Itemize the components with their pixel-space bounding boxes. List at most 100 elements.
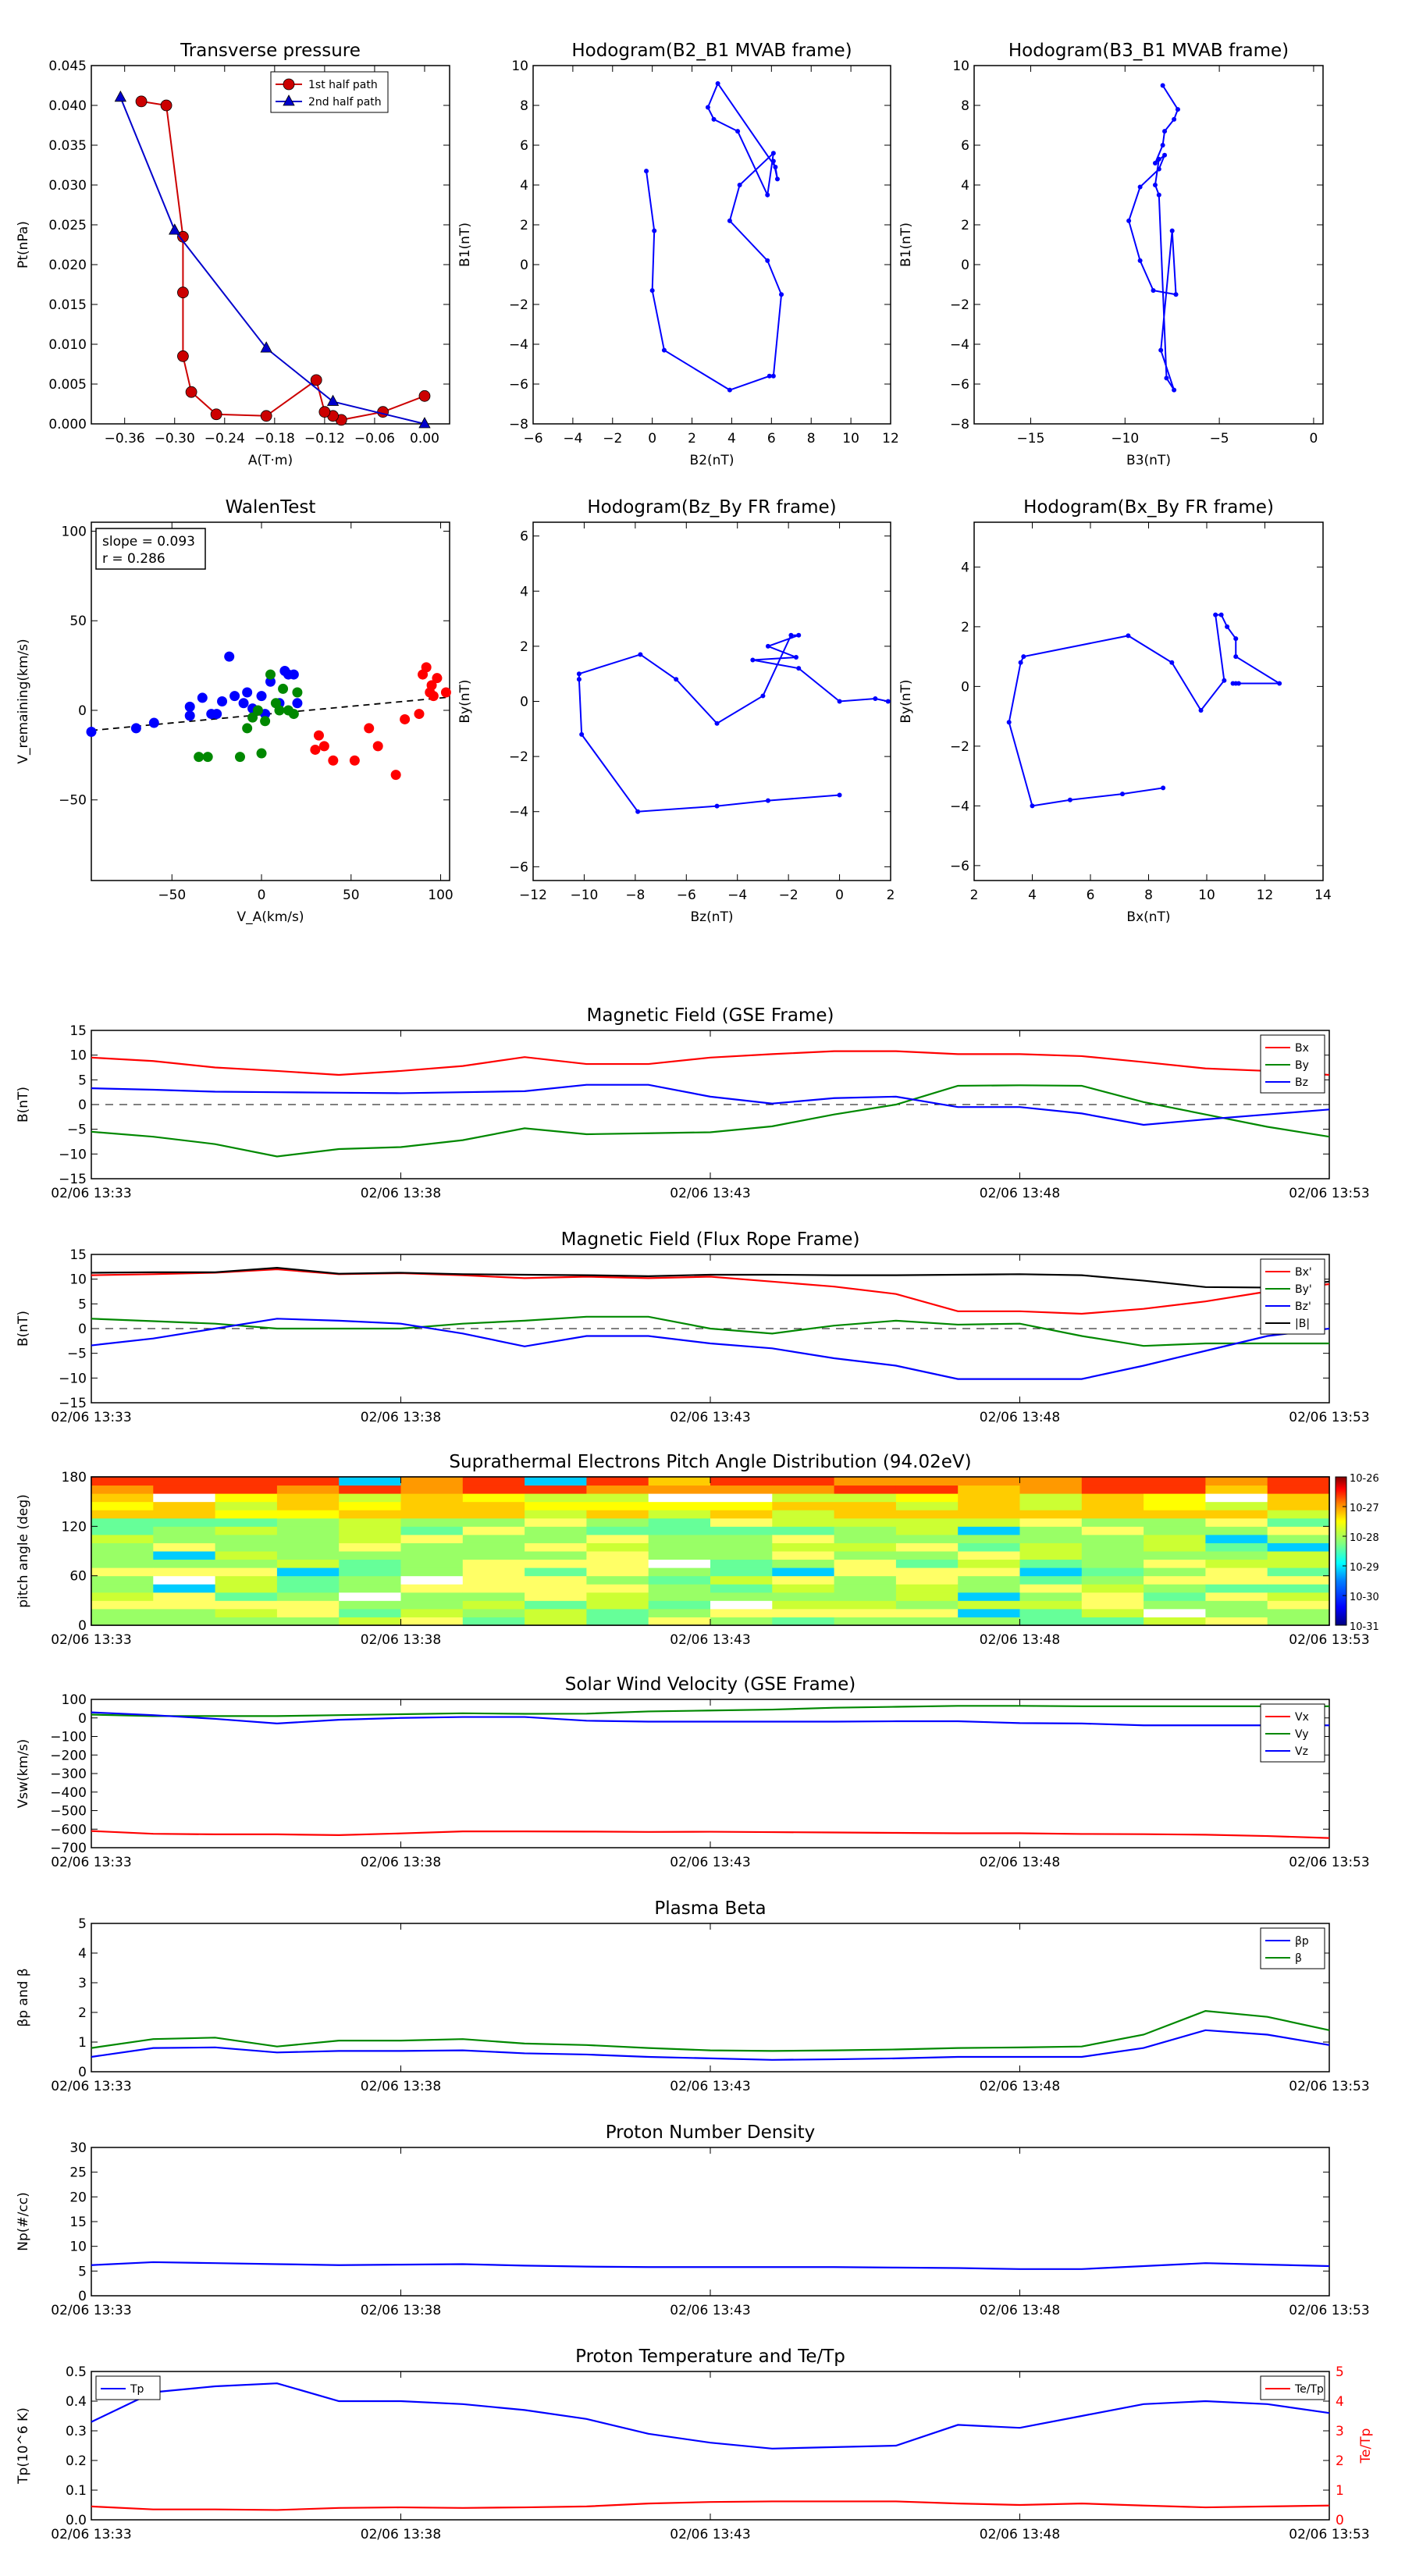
walen-point-blue — [238, 698, 249, 709]
h3-frame — [532, 521, 891, 881]
h1-point — [644, 169, 649, 174]
h2-xtick-label: −10 — [1111, 431, 1139, 447]
walen-point-red — [421, 662, 432, 673]
h4-title: Hodogram(Bx_By FR frame) — [1023, 497, 1274, 518]
pad-cell — [772, 1584, 835, 1593]
pad-cell — [958, 1534, 1020, 1543]
beta-ytick-label: 5 — [78, 1916, 87, 1932]
h3-xtick-label: −12 — [519, 888, 547, 903]
tp-ytick-label: 0.045 — [48, 59, 87, 74]
h1-ytick-label: 0 — [520, 258, 528, 273]
pad-cell — [958, 1559, 1020, 1568]
pad-cell — [1081, 1534, 1144, 1543]
tp-point — [260, 410, 272, 422]
pad-cell — [1019, 1567, 1083, 1577]
vsw-legend-label: Vz — [1295, 1745, 1308, 1758]
pad-cell — [958, 1477, 1020, 1486]
pad-cell — [1267, 1501, 1330, 1510]
walen-annotation-box — [95, 528, 206, 570]
walen-point-blue — [197, 692, 208, 703]
pad-cell — [586, 1526, 649, 1535]
vsw-ytick-label: −300 — [50, 1767, 87, 1782]
mfgse-ytick-label: −5 — [67, 1123, 87, 1138]
walen-point-blue — [184, 701, 195, 712]
walen-point-green — [292, 687, 303, 698]
temp-xtick-label: 02/06 13:43 — [670, 2527, 750, 2542]
h2-xtick-label: 0 — [1310, 431, 1318, 447]
pad-cell — [462, 1584, 525, 1593]
h3-point — [885, 699, 891, 704]
pad-cell — [462, 1501, 525, 1510]
h2-ytick-label: 4 — [961, 178, 969, 194]
h2-point — [1173, 292, 1179, 297]
pad-colorbar-label: 10-31 — [1350, 1621, 1379, 1633]
pad-cell — [1019, 1526, 1083, 1535]
mfgse-xtick-label: 02/06 13:53 — [1289, 1186, 1369, 1201]
mffr-ytick-label: 5 — [78, 1297, 87, 1312]
pad-cell — [1267, 1584, 1330, 1593]
mffr-title: Magnetic Field (Flux Rope Frame) — [561, 1229, 860, 1250]
walen-point-green — [265, 669, 276, 680]
np-xtick-label: 02/06 13:43 — [670, 2303, 750, 2318]
mfgse-legend-label: By — [1295, 1059, 1309, 1072]
pad-cell — [895, 1534, 959, 1543]
pad-cell — [648, 1501, 711, 1510]
temp-ylabel: Tp(10^6 K) — [16, 2407, 31, 2485]
pad-cell — [276, 1567, 340, 1577]
h2-point — [1126, 218, 1132, 223]
pad-cell — [400, 1517, 464, 1527]
pad-cell — [1267, 1517, 1330, 1527]
pad-cell — [215, 1617, 278, 1626]
pad-cell — [339, 1584, 401, 1593]
h3-xtick-label: −4 — [727, 888, 747, 903]
pad-cell — [525, 1551, 587, 1560]
mfgse-ytick-label: 0 — [78, 1098, 87, 1113]
pad-cell — [339, 1510, 401, 1519]
h3-point — [674, 677, 679, 682]
pad-cell — [215, 1542, 278, 1552]
h3-title: Hodogram(Bz_By FR frame) — [587, 497, 836, 518]
tp-ytick-label: 0.005 — [48, 377, 87, 393]
walen-point-red — [428, 691, 439, 702]
pad-cell — [400, 1551, 464, 1560]
pad-cell — [710, 1526, 773, 1535]
pad-cell — [648, 1517, 711, 1527]
pad-cell — [1205, 1501, 1268, 1510]
pad-cell — [586, 1551, 649, 1560]
pad-cell — [586, 1517, 649, 1527]
pad-cell — [586, 1575, 649, 1585]
h2-ytick-label: 2 — [961, 218, 969, 233]
h1-point — [770, 158, 776, 164]
pad-cell — [958, 1493, 1020, 1503]
pad-cell — [772, 1493, 835, 1503]
pad-cell — [895, 1584, 959, 1593]
mfgse-ytick-label: −15 — [59, 1172, 87, 1187]
pad-cell — [1019, 1617, 1083, 1626]
walen-point-blue — [224, 651, 235, 662]
vsw-legend-label: Vx — [1295, 1711, 1309, 1724]
h4-ytick-label: 2 — [961, 620, 969, 635]
pad-cell — [276, 1542, 340, 1552]
beta-ytick-label: 4 — [78, 1946, 87, 1962]
pad-cell — [400, 1510, 464, 1519]
pad-cell — [648, 1608, 711, 1617]
vsw-ytick-label: −600 — [50, 1822, 87, 1838]
mffr-xtick-label: 02/06 13:48 — [980, 1410, 1060, 1425]
temp-ytick-label: 0.2 — [66, 2453, 87, 2469]
tp-series-line-0 — [140, 100, 425, 421]
np-xtick-label: 02/06 13:53 — [1289, 2303, 1369, 2318]
pad-cell — [648, 1584, 711, 1593]
pad-cell — [958, 1600, 1020, 1610]
pad-cell — [276, 1608, 340, 1617]
h1-point — [765, 192, 770, 197]
pad-cell — [1081, 1517, 1144, 1527]
pad-cell — [153, 1510, 216, 1519]
h1-point — [715, 80, 720, 86]
pad-cell — [895, 1600, 959, 1610]
pad-cell — [1081, 1551, 1144, 1560]
pad-cell — [710, 1477, 773, 1486]
pad-colorbar-label: 10-26 — [1350, 1473, 1379, 1485]
pad-cell — [958, 1501, 1020, 1510]
vsw-series-Vz — [91, 1711, 1329, 1727]
panel-temp: Proton Temperature and Te/Tp 0.0 0.1 0.2 0.3… — [16, 2347, 1374, 2542]
